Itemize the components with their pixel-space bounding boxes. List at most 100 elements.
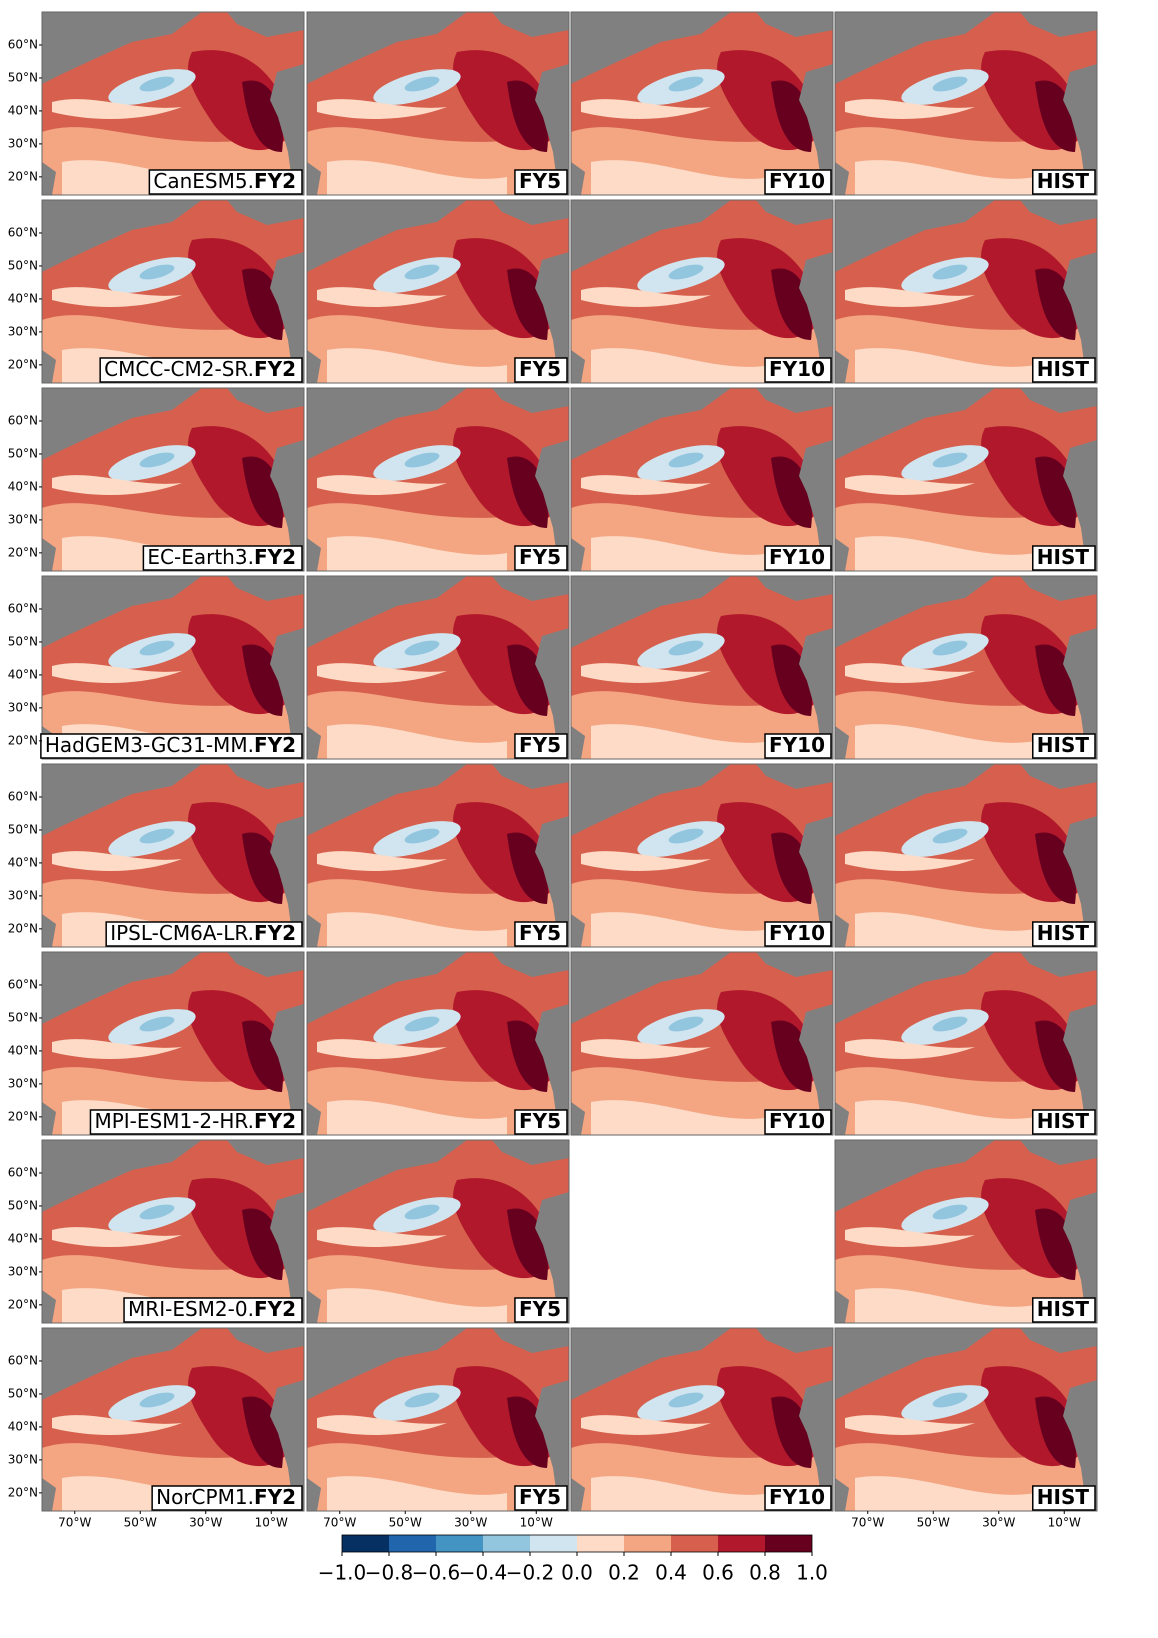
panel-label: FY5 (519, 733, 561, 757)
lat-tick-label: 20°N (8, 733, 38, 747)
label-box (764, 921, 832, 947)
lead-label: HIST (1037, 1109, 1090, 1133)
lat-tick-label: 50°N (8, 1198, 38, 1212)
lead-label: FY10 (769, 357, 825, 381)
lon-tick-label: 10°W (520, 1516, 553, 1530)
label-box (514, 921, 568, 947)
panel-label: FY5 (519, 1109, 561, 1133)
label-box (764, 1485, 832, 1511)
panel-label: CMCC-CM2-SR.FY2 (104, 357, 296, 381)
label-box (514, 1485, 568, 1511)
map-panel: HIST (834, 951, 1098, 1136)
panel-frame (41, 951, 305, 1136)
label-box (148, 169, 303, 195)
lat-tick-label: 60°N (8, 789, 38, 803)
panel-frame (41, 763, 305, 948)
panel-label: HIST (1037, 1485, 1090, 1509)
colorbar-tick-label: 0.0 (561, 1561, 593, 1585)
lon-tick-label: 50°W (389, 1516, 422, 1530)
lead-label: FY5 (519, 357, 561, 381)
map-panel: MRI-ESM2-0.FY2 (41, 1139, 305, 1324)
panel-label: FY10 (769, 1109, 825, 1133)
panel-frame (570, 575, 834, 760)
panel-frame (834, 951, 1098, 1136)
label-box (764, 169, 832, 195)
lead-label: FY10 (769, 733, 825, 757)
panel-frame (306, 387, 570, 572)
map-panel: HIST (834, 11, 1098, 196)
lead-label: FY5 (519, 169, 561, 193)
map-panel: FY10 (570, 387, 834, 572)
lead-label: HIST (1037, 357, 1090, 381)
lat-tick-label: 50°N (8, 1010, 38, 1024)
lead-label: FY2 (254, 921, 296, 945)
lead-label: FY5 (519, 921, 561, 945)
panel-frame (306, 951, 570, 1136)
label-box (514, 169, 568, 195)
model-name: MRI-ESM2-0. (128, 1297, 254, 1321)
colorbar-tick-label: −1.0 (318, 1561, 367, 1585)
panel-frame (570, 763, 834, 948)
lat-tick-label: 60°N (8, 1165, 38, 1179)
lon-tick-label: 30°W (189, 1516, 222, 1530)
panel-frame (41, 387, 305, 572)
label-box (514, 1297, 568, 1323)
panel-label: MPI-ESM1-2-HR.FY2 (94, 1109, 296, 1133)
map-panel: FY5 (306, 11, 570, 196)
lat-tick-label: 50°N (8, 70, 38, 84)
colorbar-bin (718, 1535, 765, 1552)
lat-tick-label: 50°N (8, 258, 38, 272)
lead-label: HIST (1037, 169, 1090, 193)
model-name: NorCPM1. (156, 1485, 254, 1509)
lat-tick-label: 30°N (8, 512, 38, 526)
lead-label: FY2 (254, 733, 296, 757)
panel-label: HIST (1037, 733, 1090, 757)
lon-tick-label: 50°W (917, 1516, 950, 1530)
label-box (514, 1109, 568, 1135)
panel-frame (306, 199, 570, 384)
lead-label: FY10 (769, 1109, 825, 1133)
lat-tick-label: 60°N (8, 1353, 38, 1367)
label-box (764, 357, 832, 383)
map-panel: HIST (834, 199, 1098, 384)
colorbar-tick-label: −0.6 (412, 1561, 461, 1585)
panel-label: FY10 (769, 921, 825, 945)
panel-label: FY10 (769, 545, 825, 569)
lead-label: FY5 (519, 545, 561, 569)
colorbar-tick-label: 0.6 (702, 1561, 734, 1585)
lon-tick-label: 70°W (851, 1516, 884, 1530)
colorbar-bin (483, 1535, 530, 1552)
label-box (764, 545, 832, 571)
label-box (1032, 733, 1096, 759)
map-panel: FY5 (306, 387, 570, 572)
panel-frame (834, 387, 1098, 572)
lat-tick-label: 20°N (8, 169, 38, 183)
map-panel: HIST (834, 387, 1098, 572)
panel-frame (570, 199, 834, 384)
panel-label: HadGEM3-GC31-MM.FY2 (45, 733, 296, 757)
lat-tick-label: 40°N (8, 103, 38, 117)
lat-tick-label: 50°N (8, 1386, 38, 1400)
panel-frame (834, 1139, 1098, 1324)
panel-label: FY5 (519, 1485, 561, 1509)
panel-label: CanESM5.FY2 (153, 169, 296, 193)
panel-frame (570, 11, 834, 196)
panel-label: NorCPM1.FY2 (156, 1485, 296, 1509)
colorbar-bin (671, 1535, 718, 1552)
panel-label: FY5 (519, 1297, 561, 1321)
lead-label: FY5 (519, 1485, 561, 1509)
model-name: CMCC-CM2-SR. (104, 357, 254, 381)
panel-frame (41, 199, 305, 384)
lead-label: FY10 (769, 1485, 825, 1509)
lat-tick-label: 30°N (8, 136, 38, 150)
colorbar-tick-label: −0.4 (459, 1561, 508, 1585)
lat-tick-label: 30°N (8, 1452, 38, 1466)
map-panel: FY5 (306, 199, 570, 384)
lead-label: HIST (1037, 1485, 1090, 1509)
lat-tick-label: 40°N (8, 1043, 38, 1057)
panel-label: MRI-ESM2-0.FY2 (128, 1297, 296, 1321)
label-box (514, 357, 568, 383)
map-panel: IPSL-CM6A-LR.FY2 (41, 763, 305, 948)
panel-frame (834, 1327, 1098, 1512)
lat-tick-label: 60°N (8, 37, 38, 51)
